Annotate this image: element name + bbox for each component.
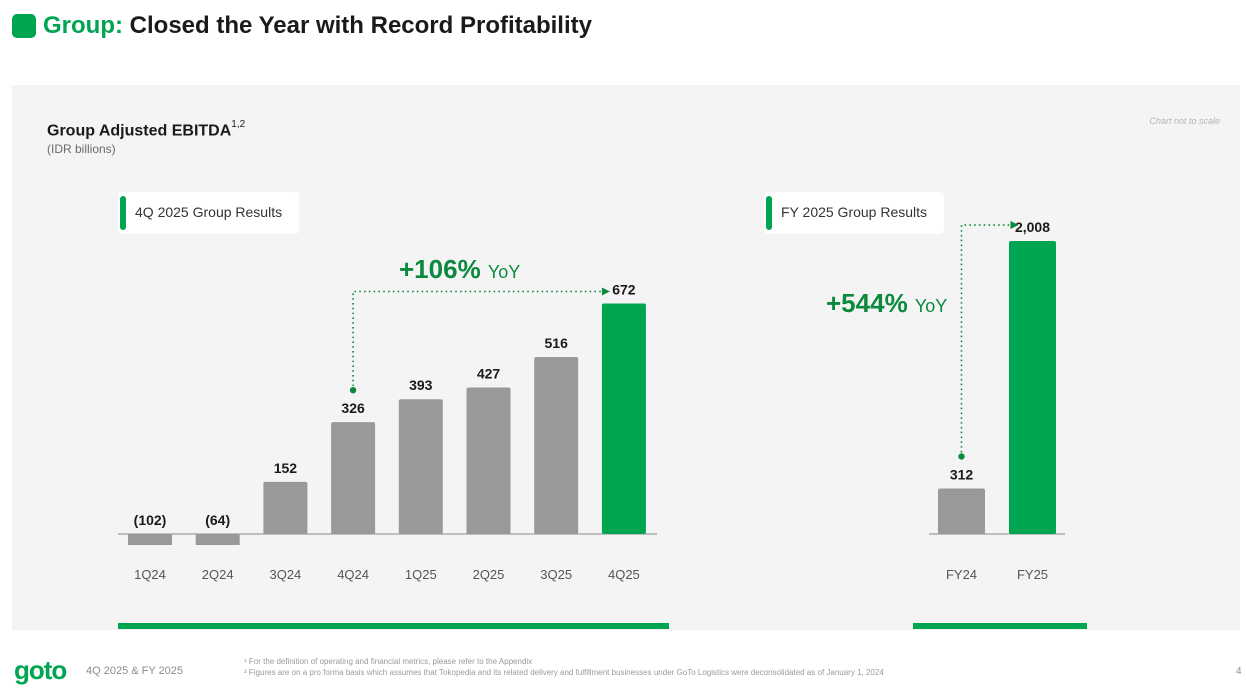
quarterly-yoy-unit: YoY [487,262,521,282]
quarterly-tick-label-3Q25: 3Q25 [540,567,572,582]
page-title-accent: Group: [43,12,123,39]
quarterly-bar-1Q24 [128,534,172,545]
quarterly-bar-4Q25 [601,303,646,534]
page-number: 4 [1236,666,1242,677]
annual-tick-label-FY25: FY25 [1017,567,1048,582]
quarterly-tick-label-1Q25: 1Q25 [405,567,437,582]
quarterly-bar-3Q24 [263,481,308,534]
quarterly-tick-label-1Q24: 1Q24 [134,567,166,582]
quarterly-box-label: 4Q 2025 Group Results [135,204,283,220]
quarterly-value-label-2Q25: 427 [477,366,501,382]
annual-footer-bar [913,623,1087,629]
scale-note: Chart not to scale [1149,116,1220,126]
chart-unit: (IDR billions) [47,142,116,156]
quarterly-tick-label-2Q24: 2Q24 [202,567,234,582]
annual-results-box: FY 2025 Group Results [764,192,944,234]
annual-annotation-connector [960,224,1011,453]
quarterly-value-label-4Q25: 672 [612,282,636,298]
quarterly-bar-4Q24 [331,422,376,534]
annual-tick-label-FY24: FY24 [946,567,977,582]
annual-annotation-start-dot [958,453,965,460]
quarterly-value-label-4Q24: 326 [341,400,365,416]
quarterly-bar-1Q25 [398,399,443,534]
quarterly-yoy-value: +106% [399,254,481,284]
page-title-text: Closed the Year with Record Profitabilit… [129,12,592,39]
footnote-1: ¹ For the definition of operating and fi… [244,657,533,666]
annual-box-stripe [766,196,772,230]
goto-logo: goto [14,655,67,685]
quarterly-value-label-1Q25: 393 [409,377,433,393]
report-period: 4Q 2025 & FY 2025 [86,665,184,677]
quarterly-results-box: 4Q 2025 Group Results [118,192,299,234]
annual-yoy-value: +544% [826,288,908,318]
quarterly-value-label-2Q24: (64) [205,512,230,528]
quarterly-annotation-arrowhead [601,287,610,296]
quarterly-bar-2Q25 [466,387,511,534]
annual-value-label-FY24: 312 [950,466,974,482]
quarterly-value-label-3Q24: 152 [274,460,298,476]
quarterly-yoy-label: +106% YoY [399,254,520,285]
title-marker [12,14,36,38]
annual-bar-FY24 [938,488,985,534]
quarterly-footer-bar [118,623,669,629]
page-title: Group: Closed the Year with Record Profi… [43,12,592,40]
annual-yoy-label: +544% YoY [826,288,947,319]
annual-box-label: FY 2025 Group Results [781,204,928,220]
quarterly-annotation-start-dot [349,386,357,394]
quarterly-tick-label-2Q25: 2Q25 [473,567,505,582]
chart-title-footnote-ref: 1,2 [231,119,246,130]
annual-annotation-arrowhead [1010,221,1019,230]
quarterly-bar-2Q24 [195,534,240,545]
quarterly-annotation-connector [352,290,602,387]
annual-bar-FY25 [1009,241,1056,534]
quarterly-tick-label-4Q24: 4Q24 [337,567,369,582]
annual-value-label-FY25: 2,008 [1015,219,1050,235]
quarterly-box-stripe [120,196,126,230]
quarterly-bar-3Q25 [534,357,579,534]
quarterly-value-label-1Q24: (102) [134,512,167,528]
chart-title-text: Group Adjusted EBITDA [47,122,232,140]
quarterly-tick-label-3Q24: 3Q24 [269,567,301,582]
footnote-2: ² Figures are on a pro forma basis which… [244,668,884,677]
quarterly-tick-label-4Q25: 4Q25 [608,567,640,582]
quarterly-value-label-3Q25: 516 [545,335,569,351]
annual-yoy-unit: YoY [914,296,948,316]
chart-title: Group Adjusted EBITDA1,2 [47,119,246,140]
